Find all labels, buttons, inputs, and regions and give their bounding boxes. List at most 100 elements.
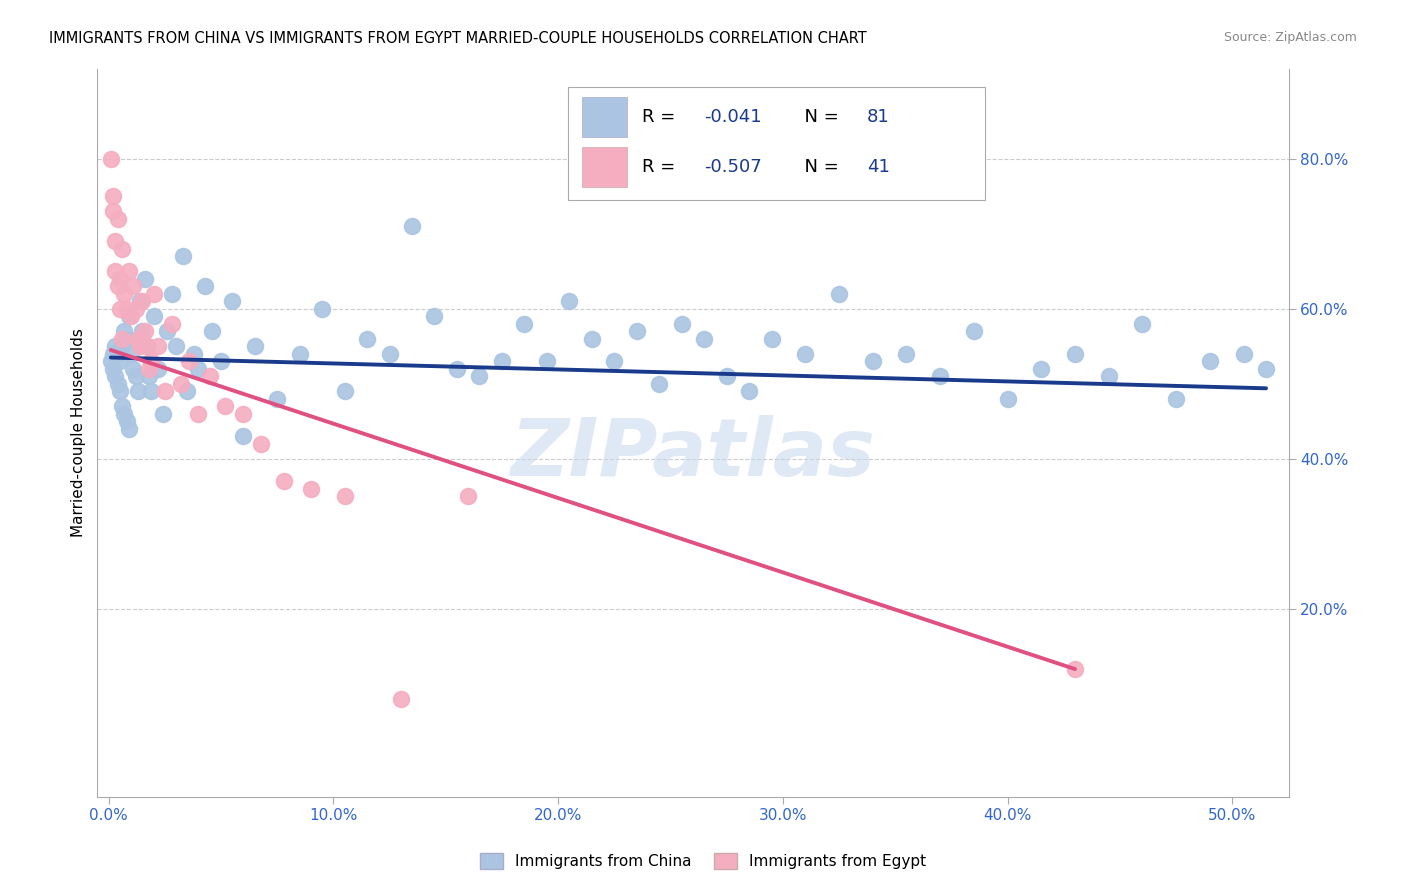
Point <box>221 294 243 309</box>
Point <box>169 376 191 391</box>
Point <box>112 407 135 421</box>
Text: R =: R = <box>641 158 681 176</box>
Point <box>201 324 224 338</box>
Point <box>209 354 232 368</box>
Point <box>457 490 479 504</box>
Point <box>1166 392 1188 406</box>
Text: N =: N = <box>793 158 845 176</box>
Y-axis label: Married-couple Households: Married-couple Households <box>72 328 86 537</box>
Point <box>1198 354 1220 368</box>
Point <box>108 301 131 316</box>
Point <box>266 392 288 406</box>
Point <box>111 400 134 414</box>
Point <box>104 369 127 384</box>
Point <box>111 339 134 353</box>
Point <box>581 332 603 346</box>
Point <box>138 369 160 384</box>
Point <box>141 354 163 368</box>
Point <box>104 339 127 353</box>
Point <box>112 286 135 301</box>
Point <box>172 249 194 263</box>
Text: N =: N = <box>793 108 845 127</box>
Point <box>111 332 134 346</box>
Point <box>135 339 157 353</box>
Point <box>738 384 761 399</box>
Point <box>100 152 122 166</box>
Legend: Immigrants from China, Immigrants from Egypt: Immigrants from China, Immigrants from E… <box>474 847 932 875</box>
Point <box>187 361 209 376</box>
Point <box>214 400 236 414</box>
Point <box>626 324 648 338</box>
Point <box>761 332 783 346</box>
Point <box>179 354 201 368</box>
Point <box>127 332 149 346</box>
Point <box>111 242 134 256</box>
Point <box>288 347 311 361</box>
Point <box>311 301 333 316</box>
FancyBboxPatch shape <box>582 147 627 186</box>
Point <box>134 324 156 338</box>
Point <box>828 286 851 301</box>
Text: 41: 41 <box>868 158 890 176</box>
Point <box>963 324 986 338</box>
Point <box>104 234 127 248</box>
Point <box>107 376 129 391</box>
Text: R =: R = <box>641 108 681 127</box>
Point <box>232 407 254 421</box>
Point <box>135 339 157 353</box>
Text: -0.041: -0.041 <box>703 108 761 127</box>
Point <box>118 264 141 278</box>
Point <box>101 361 124 376</box>
Point <box>176 384 198 399</box>
Point <box>122 361 145 376</box>
Text: ZIPatlas: ZIPatlas <box>510 416 876 493</box>
Point <box>142 310 165 324</box>
Point <box>115 332 138 346</box>
Point <box>671 317 693 331</box>
Point <box>536 354 558 368</box>
Point <box>101 347 124 361</box>
Point <box>107 279 129 293</box>
Point <box>896 347 918 361</box>
Point <box>423 310 446 324</box>
Point <box>131 294 153 309</box>
Point <box>997 392 1019 406</box>
Point <box>356 332 378 346</box>
Point <box>141 384 163 399</box>
Text: -0.507: -0.507 <box>703 158 762 176</box>
Point <box>120 310 142 324</box>
Point <box>142 286 165 301</box>
Point <box>243 339 266 353</box>
Point <box>232 429 254 443</box>
Point <box>153 384 176 399</box>
Text: 81: 81 <box>868 108 890 127</box>
Point <box>156 324 179 338</box>
Point <box>1232 347 1254 361</box>
Point <box>160 317 183 331</box>
Point <box>401 219 423 234</box>
FancyBboxPatch shape <box>568 87 984 200</box>
Point <box>603 354 626 368</box>
Point <box>198 369 221 384</box>
Point <box>1031 361 1053 376</box>
Point <box>108 271 131 285</box>
Point <box>558 294 581 309</box>
Point <box>250 437 273 451</box>
Point <box>446 361 468 376</box>
Text: Source: ZipAtlas.com: Source: ZipAtlas.com <box>1223 31 1357 45</box>
Point <box>160 286 183 301</box>
Point <box>1064 662 1087 676</box>
Point <box>107 211 129 226</box>
Point <box>104 264 127 278</box>
Point <box>491 354 513 368</box>
Point <box>101 189 124 203</box>
Point <box>273 475 295 489</box>
Point <box>124 369 146 384</box>
Point <box>101 204 124 219</box>
Point <box>134 271 156 285</box>
Point <box>131 324 153 338</box>
Point <box>129 339 152 353</box>
Point <box>115 414 138 428</box>
Point <box>146 339 169 353</box>
Point <box>299 482 322 496</box>
